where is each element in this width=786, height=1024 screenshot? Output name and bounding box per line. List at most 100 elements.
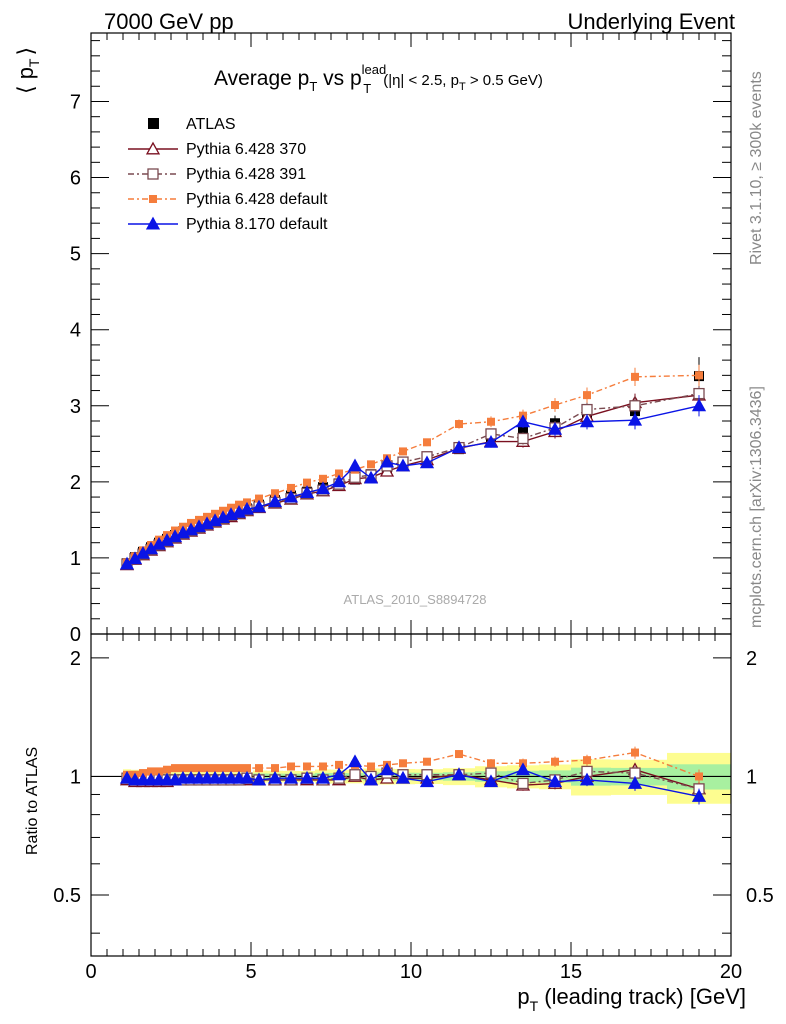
pythia-6-428-default-point	[423, 438, 431, 447]
pythia-6-428-391-ratio-point	[517, 777, 529, 790]
title-vs-sub: T	[363, 81, 371, 96]
pythia-6-428-default-ratio-point	[187, 764, 195, 773]
pythia-6-428-default-point	[487, 417, 495, 426]
pythia-8-170-default-ratio-point	[547, 774, 563, 788]
pythia-6-428-default-ratio-point	[335, 760, 343, 769]
ratio-plot-panel: 0 5 10 15 20 0.5 0.5 1 1 2 2 Ratio to ATLAS	[24, 633, 774, 983]
x-label-p: p	[517, 984, 529, 1009]
pythia-8-170-default-point	[691, 398, 707, 412]
main-plot-ticks: 0 1 2 3 4 5 6 7	[70, 33, 732, 646]
x-tick-label: 5	[245, 961, 256, 983]
ratio-plot-ticks: 0 5 10 15 20 0.5 0.5 1 1 2 2	[53, 634, 774, 983]
pythia-6-428-default-point	[303, 478, 311, 487]
y-tick-label: 6	[70, 168, 81, 190]
main-plot-data	[119, 357, 707, 571]
pythia-6-428-default-ratio-point	[179, 764, 187, 773]
header-process-label: Underlying Event	[567, 9, 735, 34]
pythia-6-428-default-point	[551, 401, 559, 410]
pythia-8-170-default-ratio-point	[267, 770, 283, 784]
atlas-data-point	[518, 425, 528, 436]
legend-pythia-6-428-370-label: Pythia 6.428 370	[186, 141, 306, 158]
pythia-6-428-default-ratio-point	[399, 759, 407, 768]
pythia-6-428-default-ratio-point	[551, 757, 559, 766]
top-y-axis-label: ⟨ pT ⟩	[13, 47, 42, 94]
pythia-6-428-default-ratio-point	[211, 764, 219, 773]
pythia-6-428-default-ratio-point	[163, 765, 171, 774]
y-tick-label: 1	[70, 548, 81, 570]
pythia-8-170-default-point	[299, 485, 315, 498]
legend-pythia-6-428-370-marker	[145, 141, 161, 155]
pythia-6-428-default-point	[255, 494, 263, 503]
pythia-8-170-default-ratio-point	[347, 754, 363, 768]
pythia-8-170-default-point	[267, 494, 283, 508]
pythia-8-170-default-point	[483, 434, 499, 448]
pythia-8-170-default-point	[395, 458, 411, 472]
ratio-y-tick-label: 2	[70, 648, 81, 670]
pythia-6-428-default-point	[583, 391, 591, 400]
pythia-8-170-default-point	[627, 412, 643, 426]
legend-pythia-6-428-default-marker	[149, 195, 157, 203]
pythia-6-428-default-ratio-point	[367, 762, 375, 771]
legend-atlas-label: ATLAS	[186, 116, 236, 133]
legend-pythia-8-170-default-label: Pythia 8.170 default	[186, 216, 328, 233]
x-tick-label: 15	[560, 961, 582, 983]
pythia-8-170-default-ratio-point	[627, 776, 643, 789]
pythia-6-428-default-point	[235, 500, 243, 509]
y-tick-label: 2	[70, 472, 81, 494]
pythia-8-170-default-ratio-point	[251, 772, 267, 786]
analysis-watermark: ATLAS_2010_S8894728	[344, 592, 487, 607]
ratio-y-tick-label: 0.5	[53, 885, 81, 907]
y-tick-label: 7	[70, 91, 81, 113]
pythia-6-428-default-ratio-point	[583, 756, 591, 765]
pythia-6-428-default-ratio-point	[255, 764, 263, 773]
pythia-8-170-default-ratio-point	[579, 772, 595, 786]
top-y-label-open: ⟨ p	[13, 67, 38, 94]
title-main: Average p	[214, 67, 309, 90]
pythia-8-170-default-ratio-point	[315, 770, 331, 784]
legend-atlas-marker	[148, 118, 159, 129]
pythia-6-428-default-ratio-point	[243, 764, 251, 773]
pythia-8-170-default-ratio-point	[483, 774, 499, 788]
pythia-6-428-default-ratio-point	[227, 764, 235, 773]
y-tick-label: 5	[70, 244, 81, 266]
x-label-rest: (leading track) [GeV]	[538, 984, 746, 1009]
pythia-6-428-default-ratio-point	[195, 764, 203, 773]
pythia-8-170-default-ratio-point	[119, 770, 135, 784]
pythia-8-170-default-point	[283, 489, 299, 503]
top-y-label-close: ⟩	[13, 47, 38, 56]
pythia-8-170-default-ratio-point	[395, 770, 411, 784]
pythia-8-170-default-ratio-point	[299, 770, 315, 784]
legend-pythia-6-428-391-marker	[147, 168, 159, 180]
pythia-6-428-default-ratio-point	[631, 748, 639, 757]
title-vs-sup: lead	[362, 62, 387, 77]
pythia-8-170-default-line	[126, 405, 700, 565]
legend-pythia-6-428-default-label: Pythia 6.428 default	[186, 191, 328, 208]
pythia-6-428-default-ratio-point	[171, 764, 179, 773]
pythia-6-428-default-point	[335, 469, 343, 478]
title-cut-a: (|η| < 2.5, p	[383, 72, 459, 89]
title-cut-sub: T	[459, 81, 466, 93]
pythia-6-428-default-point	[367, 460, 375, 469]
pythia-8-170-default-ratio-point	[363, 772, 379, 786]
pythia-6-428-default-ratio-point	[455, 750, 463, 759]
legend-pythia-6-428-391-label: Pythia 6.428 391	[186, 166, 306, 183]
pythia-6-428-default-ratio-point	[303, 762, 311, 771]
top-y-label-sub: T	[26, 58, 42, 67]
pythia-6-428-391-ratio-point	[349, 769, 361, 781]
ratio-y-tick-label-right: 1	[746, 766, 757, 788]
pythia-6-428-391-line	[126, 392, 700, 565]
pythia-8-170-default-point	[363, 470, 379, 484]
pythia-8-170-default-point	[315, 481, 331, 495]
ratio-y-tick-label: 1	[70, 766, 81, 788]
pythia-8-170-default-point	[379, 454, 395, 468]
pythia-6-428-default-ratio-point	[203, 764, 211, 773]
x-label-sub: T	[530, 998, 539, 1014]
y-tick-label: 0	[70, 624, 81, 646]
pythia-6-428-default-point	[631, 372, 639, 381]
pythia-8-170-default-ratio-point	[515, 762, 531, 776]
title-vs: vs p	[317, 67, 361, 90]
pythia-6-428-default-ratio-point	[235, 764, 243, 773]
pythia-6-428-default-line	[126, 374, 700, 564]
